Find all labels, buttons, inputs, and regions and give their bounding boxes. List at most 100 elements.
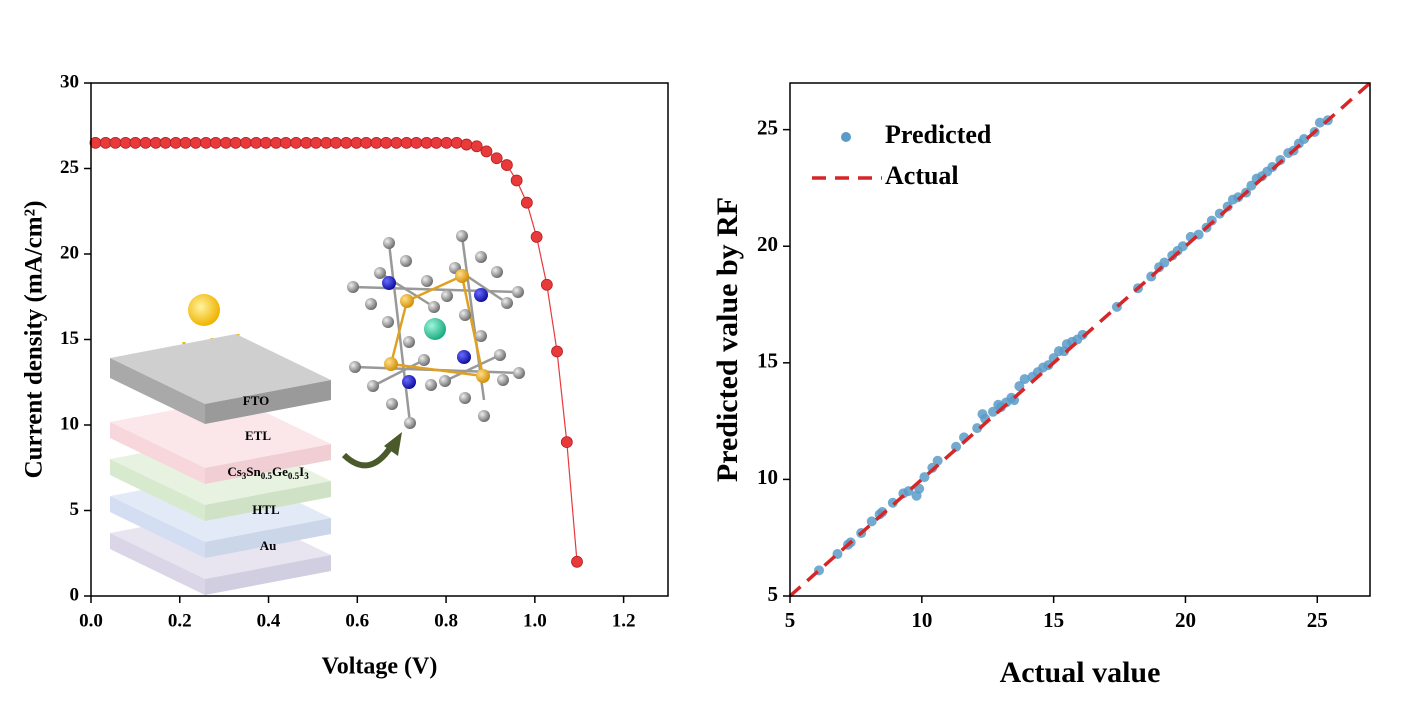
y-tick-label: 20 bbox=[757, 232, 778, 256]
crystal-illustration bbox=[347, 230, 525, 429]
data-point bbox=[540, 278, 553, 291]
data-point bbox=[340, 136, 353, 149]
x-tick-label: 0.8 bbox=[434, 610, 458, 631]
layer-label: FTO bbox=[243, 393, 270, 408]
plot-frame bbox=[90, 82, 669, 597]
y-tick-label: 10 bbox=[60, 413, 79, 434]
data-point bbox=[510, 174, 523, 187]
data-point bbox=[932, 455, 943, 466]
y-tick-label: 5 bbox=[768, 582, 779, 606]
y-tick-label: 15 bbox=[60, 328, 79, 349]
data-point bbox=[189, 136, 202, 149]
data-point bbox=[149, 136, 162, 149]
y-tick-label: 10 bbox=[757, 465, 778, 489]
data-point bbox=[330, 136, 342, 149]
data-point bbox=[450, 136, 463, 149]
x-tick-label: 1.0 bbox=[523, 610, 547, 631]
data-point bbox=[560, 436, 573, 449]
data-point bbox=[470, 140, 483, 153]
data-point bbox=[972, 423, 983, 434]
data-point bbox=[866, 516, 877, 527]
layer-label: Au bbox=[260, 538, 277, 553]
layer-label: HTL bbox=[252, 502, 280, 517]
data-point bbox=[988, 406, 998, 417]
data-point bbox=[530, 230, 543, 243]
series-line bbox=[788, 81, 1372, 598]
x-tick-label: 25 bbox=[1307, 608, 1328, 632]
y-axis-label: Current density (mA/cm²) bbox=[21, 201, 48, 479]
y-tick-label: 0 bbox=[70, 584, 80, 605]
data-point bbox=[99, 136, 112, 149]
x-tick-label: 5 bbox=[785, 608, 796, 632]
data-point bbox=[460, 138, 473, 151]
data-point bbox=[350, 136, 363, 149]
data-point bbox=[159, 136, 172, 149]
data-point bbox=[109, 136, 122, 149]
data-point bbox=[551, 345, 563, 358]
data-point bbox=[200, 136, 212, 149]
legend-label: Actual bbox=[885, 161, 959, 190]
data-point bbox=[430, 136, 443, 149]
data-point bbox=[440, 136, 453, 149]
data-point bbox=[270, 136, 282, 149]
data-point bbox=[520, 196, 533, 209]
data-point bbox=[279, 136, 292, 149]
y-tick-label: 20 bbox=[60, 242, 79, 263]
legend-label: Predicted bbox=[885, 120, 992, 149]
x-tick-label: 20 bbox=[1175, 608, 1196, 632]
data-point bbox=[1159, 257, 1170, 268]
data-point bbox=[390, 136, 403, 149]
data-point bbox=[250, 136, 263, 149]
x-tick-label: 0.0 bbox=[79, 610, 103, 631]
x-tick-label: 1.2 bbox=[612, 610, 636, 631]
data-point bbox=[320, 136, 333, 149]
y-tick-label: 30 bbox=[60, 71, 79, 92]
legend-marker bbox=[841, 132, 851, 142]
x-tick-label: 0.2 bbox=[168, 610, 192, 631]
data-point bbox=[1246, 180, 1257, 191]
data-point bbox=[919, 472, 930, 483]
x-tick-label: 10 bbox=[911, 608, 932, 632]
data-point bbox=[1299, 133, 1310, 144]
data-point bbox=[1177, 241, 1188, 252]
y-tick-label: 25 bbox=[757, 115, 778, 139]
solar-cell-illustration: FTO ETL Cs3Sn0.5Ge0.5I3 HTL Au bbox=[110, 294, 402, 595]
x-tick-label: 0.4 bbox=[257, 610, 281, 631]
data-point bbox=[400, 136, 413, 149]
x-tick-label: 0.6 bbox=[345, 610, 369, 631]
data-point bbox=[220, 136, 232, 149]
data-point bbox=[490, 152, 503, 165]
data-point bbox=[209, 136, 222, 149]
data-point bbox=[310, 136, 322, 149]
data-point bbox=[129, 136, 142, 149]
data-point bbox=[290, 136, 302, 149]
x-axis-label: Voltage (V) bbox=[322, 654, 438, 680]
data-point bbox=[1314, 117, 1325, 128]
layer-label: Cs3Sn0.5Ge0.5I3 bbox=[227, 464, 309, 481]
data-point bbox=[360, 136, 373, 149]
data-point bbox=[240, 136, 252, 149]
data-point bbox=[370, 136, 383, 149]
data-point bbox=[420, 136, 433, 149]
data-point bbox=[410, 136, 423, 149]
x-tick-label: 15 bbox=[1043, 608, 1064, 632]
data-point bbox=[169, 136, 182, 149]
plot-frame bbox=[789, 82, 1371, 597]
data-point bbox=[380, 136, 393, 149]
data-point bbox=[300, 136, 313, 149]
y-tick-label: 15 bbox=[757, 349, 778, 373]
x-axis-label: Actual value bbox=[1000, 656, 1161, 689]
data-point bbox=[1019, 374, 1030, 385]
y-tick-label: 25 bbox=[60, 157, 79, 178]
data-point bbox=[480, 145, 493, 158]
data-point bbox=[500, 159, 513, 171]
data-point bbox=[259, 136, 272, 149]
data-point bbox=[119, 136, 132, 149]
y-tick-label: 5 bbox=[70, 499, 80, 520]
layer-label: ETL bbox=[245, 428, 271, 443]
data-point bbox=[229, 136, 242, 149]
y-axis-label: Predicted value by RF bbox=[711, 197, 744, 482]
data-point bbox=[139, 136, 152, 149]
data-point bbox=[179, 136, 192, 149]
